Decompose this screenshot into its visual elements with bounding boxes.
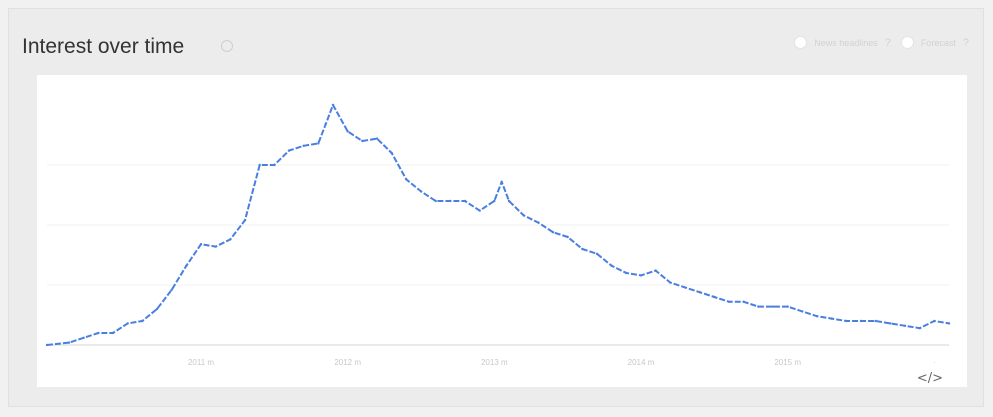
data-point (742, 300, 745, 303)
data-point (698, 291, 701, 294)
interest-over-time-card: Interest over time News headlines ? Fore… (8, 8, 984, 407)
data-point (317, 142, 320, 145)
data-point (331, 103, 335, 107)
data-point (111, 331, 115, 335)
data-point (82, 336, 85, 339)
line-chart: 2011 m 2012 m 2013 m 2014 m 2015 m · (45, 103, 951, 367)
data-point (566, 235, 569, 239)
data-point (45, 343, 49, 347)
data-point (757, 305, 760, 308)
data-point (683, 286, 687, 289)
forecast-toggle[interactable]: Forecast ? (900, 36, 969, 49)
data-point (859, 319, 863, 323)
data-point (405, 178, 408, 181)
data-point (625, 271, 628, 275)
data-point (419, 190, 423, 193)
news-headlines-label: News headlines (814, 37, 878, 48)
forecast-checkbox[interactable] (900, 36, 914, 49)
x-tick-label: 2013 m (481, 358, 508, 367)
data-point (639, 274, 643, 277)
x-tick-label: 2015 m (774, 358, 801, 367)
data-point (273, 163, 276, 167)
news-headlines-toggle[interactable]: News headlines ? (794, 36, 891, 49)
data-point (170, 288, 173, 291)
data-point (155, 307, 159, 311)
data-point (551, 231, 555, 234)
x-tick-label: 2012 m (334, 358, 361, 367)
data-point (713, 295, 716, 299)
data-point (801, 310, 804, 313)
x-tick-label: · (933, 358, 936, 367)
data-point (199, 243, 203, 246)
data-point (324, 123, 327, 126)
data-point (67, 341, 71, 344)
data-point (346, 130, 349, 133)
data-point (185, 264, 188, 267)
data-point (610, 264, 613, 267)
data-point (654, 269, 657, 272)
data-point (214, 245, 217, 248)
card-title: Interest over time (22, 35, 185, 58)
data-point (845, 319, 848, 323)
data-point (815, 315, 819, 318)
data-point (361, 139, 364, 143)
x-tick-label: 2011 m (188, 358, 214, 367)
data-point (595, 252, 599, 255)
data-point (390, 151, 393, 155)
forecast-help-icon[interactable]: ? (962, 36, 969, 49)
data-point (522, 214, 525, 217)
chart-plot-area: 2011 m 2012 m 2013 m 2014 m 2015 m · (37, 75, 967, 387)
forecast-label: Forecast (920, 37, 956, 48)
data-point (581, 247, 584, 251)
card-header: Interest over time News headlines ? Fore… (9, 9, 983, 73)
data-point (229, 238, 232, 241)
data-point (243, 219, 247, 222)
data-point (918, 327, 921, 330)
data-point (727, 300, 731, 303)
data-point (302, 144, 305, 147)
data-point (830, 317, 833, 320)
data-point (874, 319, 877, 323)
data-point (463, 199, 467, 203)
data-point (434, 199, 437, 203)
data-point (507, 199, 511, 203)
news-headlines-help-icon[interactable]: ? (884, 36, 891, 49)
data-point (97, 331, 100, 335)
data-point (786, 305, 789, 308)
data-point (493, 199, 496, 203)
data-point (537, 221, 540, 224)
question-circle-icon[interactable] (221, 40, 233, 52)
data-point (933, 319, 936, 323)
data-point (903, 324, 907, 327)
embed-code-icon[interactable]: </> (916, 371, 943, 386)
data-point (771, 305, 775, 308)
data-point (375, 137, 379, 140)
data-point (500, 180, 503, 183)
data-point (669, 281, 672, 284)
data-point (478, 209, 481, 212)
data-point (126, 322, 129, 325)
data-point (287, 149, 291, 152)
data-point (947, 322, 951, 325)
x-tick-label: 2014 m (628, 358, 655, 367)
news-headlines-checkbox[interactable] (794, 36, 808, 49)
data-point (449, 199, 452, 203)
data-point (141, 319, 144, 323)
data-point (889, 322, 892, 325)
series-line (46, 104, 950, 346)
chart-controls: News headlines ? Forecast ? (794, 36, 969, 49)
data-point (258, 163, 261, 167)
